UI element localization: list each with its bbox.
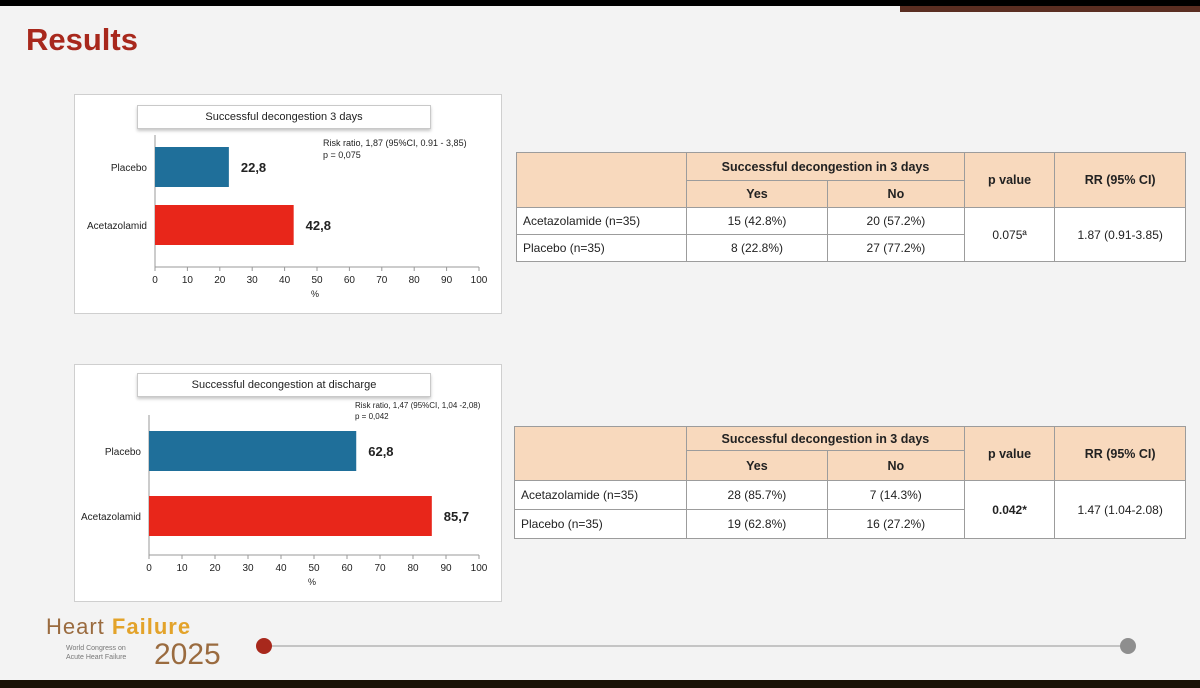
- bar-value-label: 85,7: [444, 509, 469, 524]
- chart-panel-3-days: Successful decongestion 3 days Risk rati…: [74, 94, 502, 314]
- table-header-rr: RR (95% CI): [1054, 152, 1186, 208]
- no-cell: 7 (14.3%): [826, 480, 965, 510]
- bar-placebo: [149, 431, 357, 471]
- x-tick-label: 20: [214, 275, 226, 286]
- rr-cell: 1.87 (0.91-3.85): [1054, 207, 1186, 262]
- p-value-text: p = 0,042: [355, 412, 389, 421]
- x-tick-label: 20: [209, 563, 221, 574]
- progress-track: [264, 645, 1128, 647]
- logo-year: 2025: [154, 638, 221, 671]
- table-header-no: No: [826, 450, 965, 481]
- chart-panel-discharge: Successful decongestion at discharge Ris…: [74, 364, 502, 602]
- x-tick-label: 60: [341, 563, 353, 574]
- risk-ratio-text: Risk ratio, 1,47 (95%CI, 1,04 -2,08): [355, 401, 481, 410]
- yes-cell: 28 (85.7%): [685, 480, 828, 510]
- table-header-yes: Yes: [685, 450, 828, 481]
- no-cell: 27 (77.2%): [826, 234, 965, 262]
- bar-acetazolamid: [155, 205, 294, 245]
- results-table-3-days: Successful decongestion in 3 days p valu…: [515, 152, 1186, 262]
- x-tick-label: 90: [441, 275, 453, 286]
- rr-cell: 1.47 (1.04-2.08): [1054, 480, 1186, 539]
- x-tick-label: 40: [275, 563, 287, 574]
- table-corner-cell: [515, 152, 688, 208]
- category-label: Placebo: [105, 447, 142, 458]
- x-axis-label: %: [308, 577, 316, 587]
- row-label: Placebo (n=35): [514, 509, 687, 539]
- table-header-no: No: [826, 180, 965, 208]
- x-tick-label: 70: [374, 563, 386, 574]
- table-row: Placebo (n=35) 8 (22.8%) 27 (77.2%): [515, 234, 1186, 262]
- chart-title-discharge: Successful decongestion at discharge: [137, 373, 431, 397]
- category-label: Acetazolamid: [81, 512, 141, 523]
- x-tick-label: 0: [152, 275, 158, 286]
- yes-cell: 8 (22.8%): [686, 234, 828, 262]
- row-label: Placebo (n=35): [515, 234, 688, 262]
- table-group-header: Successful decongestion in 3 days: [686, 152, 965, 181]
- logo-word-failure: Failure: [111, 614, 192, 639]
- slide-progress-bar: [256, 636, 1136, 656]
- progress-start-dot: [256, 638, 272, 654]
- presenter-bar: [900, 6, 1200, 12]
- bar-value-label: 22,8: [241, 160, 266, 175]
- x-tick-label: 0: [146, 563, 152, 574]
- table-group-header: Successful decongestion in 3 days: [685, 426, 965, 451]
- x-tick-label: 100: [471, 563, 488, 574]
- x-tick-label: 40: [279, 275, 291, 286]
- bar-chart-3-days: 0 10 20 30 40 50 60 70 80 90 100% Placebo 22,8 Acetaz…: [87, 135, 488, 299]
- logo-word-heart: Heart: [46, 614, 112, 639]
- progress-end-dot: [1120, 638, 1136, 654]
- logo-subtitle-line-2: Acute Heart Failure: [66, 654, 127, 661]
- row-label: Acetazolamide (n=35): [515, 207, 688, 235]
- bottom-strip: [0, 680, 1200, 688]
- p-value-text: p = 0,075: [323, 150, 361, 160]
- no-cell: 20 (57.2%): [826, 207, 965, 235]
- p-value-cell: 0.075ª: [963, 207, 1056, 262]
- x-tick-label: 50: [308, 563, 320, 574]
- x-tick-label: 50: [311, 275, 323, 286]
- no-cell: 16 (27.2%): [826, 509, 965, 539]
- results-table-discharge: Successful decongestion in 3 days p valu…: [514, 426, 1186, 539]
- x-tick-label: 70: [376, 275, 388, 286]
- slide-title: Results: [26, 22, 138, 57]
- x-tick-label: 60: [344, 275, 356, 286]
- table-corner-cell: [514, 426, 687, 481]
- risk-ratio-text: Risk ratio, 1,87 (95%CI, 0.91 - 3,85): [323, 138, 467, 148]
- table-row: Acetazolamide (n=35) 28 (85.7%) 7 (14.3%…: [514, 480, 1186, 539]
- table-row: Placebo (n=35) 19 (62.8%) 16 (27.2%): [514, 509, 1186, 539]
- table-header-p-value: p value: [963, 426, 1056, 481]
- table-header-yes: Yes: [686, 180, 828, 208]
- bar-acetazolamid: [149, 496, 432, 536]
- yes-cell: 19 (62.8%): [685, 509, 828, 539]
- bar-value-label: 62,8: [368, 444, 393, 459]
- category-label: Acetazolamid: [87, 221, 147, 232]
- bar-value-label: 42,8: [306, 218, 331, 233]
- logo-subtitle: World Congress on Acute Heart Failure: [66, 644, 126, 662]
- p-value-cell: 0.042*: [963, 480, 1056, 539]
- x-tick-label: 30: [247, 275, 259, 286]
- chart-annotation-3-days: Risk ratio, 1,87 (95%CI, 0.91 - 3,85) p …: [323, 137, 467, 161]
- x-tick-label: 30: [242, 563, 254, 574]
- row-label: Acetazolamide (n=35): [514, 480, 687, 510]
- table-header-rr: RR (95% CI): [1054, 426, 1186, 481]
- bar-placebo: [155, 147, 229, 187]
- x-axis-label: %: [311, 289, 319, 299]
- category-label: Placebo: [111, 163, 148, 174]
- chart-annotation-discharge: Risk ratio, 1,47 (95%CI, 1,04 -2,08) p =…: [355, 400, 480, 422]
- x-tick-label: 10: [176, 563, 188, 574]
- x-tick-label: 80: [407, 563, 419, 574]
- x-tick-label: 90: [440, 563, 452, 574]
- table-row: Acetazolamide (n=35) 15 (42.8%) 20 (57.2…: [515, 207, 1186, 262]
- x-tick-label: 10: [182, 275, 194, 286]
- x-tick-label: 80: [409, 275, 421, 286]
- logo-title: Heart Failure: [46, 614, 191, 640]
- bar-chart-discharge: 0 10 20 30 40 50 60 70 80 90 100% Placebo 62,8 Acetaz…: [81, 415, 488, 587]
- table-header-p-value: p value: [963, 152, 1056, 208]
- yes-cell: 15 (42.8%): [686, 207, 828, 235]
- x-tick-label: 100: [471, 275, 488, 286]
- logo-subtitle-line-1: World Congress on: [66, 645, 126, 652]
- chart-title-3-days: Successful decongestion 3 days: [137, 105, 431, 129]
